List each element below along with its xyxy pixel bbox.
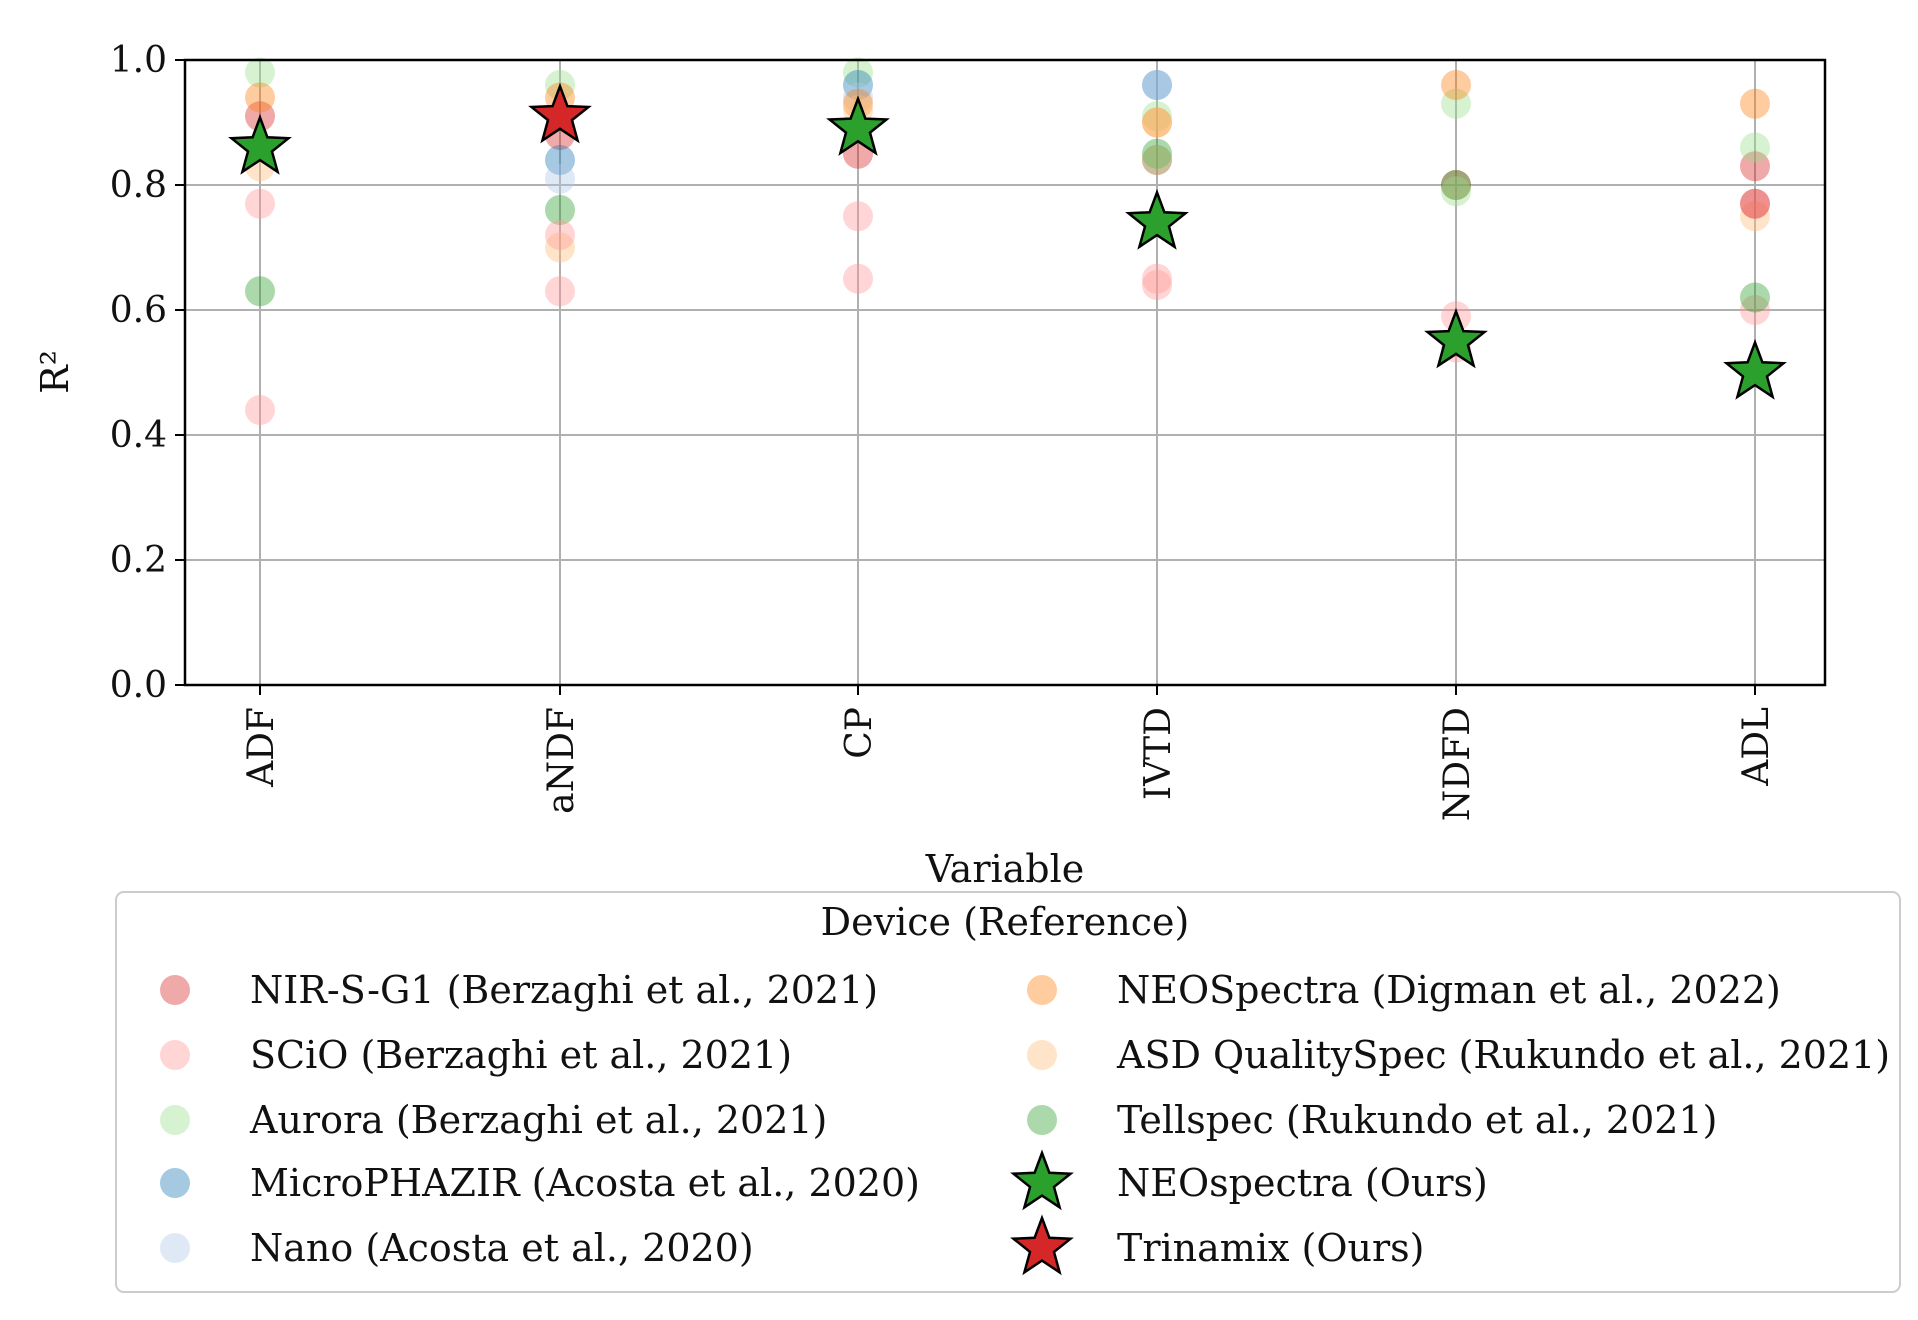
x-axis-label: Variable [925,847,1085,891]
legend-marker-circle [1027,1105,1057,1135]
legend-item: MicroPHAZIR (Acosta et al., 2020) [160,1161,920,1205]
point-series0-adl [1740,188,1770,219]
legend-marker-star [1010,1214,1074,1276]
x-tick-label-cp: CP [839,707,880,759]
legend-label: Tellspec (Rukundo et al., 2021) [1117,1098,1717,1142]
point-series1-adf [245,395,275,425]
legend-label: NEOspectra (Ours) [1117,1161,1488,1205]
legend-marker-circle [160,1168,190,1198]
point-series5-ivtd [1142,107,1172,138]
point-series3-ivtd [1142,70,1172,100]
legend-label: MicroPHAZIR (Acosta et al., 2020) [250,1161,920,1205]
legend-item: Tellspec (Rukundo et al., 2021) [1027,1098,1717,1142]
legend-label: ASD QualitySpec (Rukundo et al., 2021) [1116,1033,1890,1077]
point-series2-adf [245,57,275,88]
star-series8-ivtd [1125,188,1189,250]
point-series1-adl [1740,188,1770,219]
legend-label: Nano (Acosta et al., 2020) [250,1226,754,1270]
legend-item: Nano (Acosta et al., 2020) [160,1226,754,1270]
y-axis-label: R² [33,350,77,394]
legend-marker-circle [160,975,190,1005]
point-series0-ndfd [1441,170,1471,200]
star-series8-adf [228,113,292,175]
point-series1-adf [245,188,275,219]
legend-label: Trinamix (Ours) [1117,1226,1424,1270]
y-tick-label: 0.2 [110,540,167,581]
point-series7-ndfd [1441,170,1471,200]
star-series8-cp [826,95,890,156]
point-series7-andf [545,195,575,225]
x-tick-label-ndfd: NDFD [1437,707,1478,821]
legend-marker-circle [160,1233,190,1263]
x-tick-label-adf: ADF [241,707,282,788]
point-series3-cp [843,70,873,100]
point-series1-cp [843,263,873,294]
point-series2-ivtd [1142,145,1172,175]
legend-marker-circle [1027,1040,1057,1070]
legend-item: NEOSpectra (Digman et al., 2022) [1027,968,1781,1012]
legend-item: Trinamix (Ours) [1010,1214,1424,1276]
legend-item: NIR-S-G1 (Berzaghi et al., 2021) [160,968,878,1012]
point-series7-adl [1740,282,1770,313]
point-series5-adl [1740,88,1770,119]
legend-label: Aurora (Berzaghi et al., 2021) [249,1098,827,1142]
point-series2-cp [843,57,873,88]
star-series8-ndfd [1424,307,1488,369]
point-series3-andf [545,145,575,175]
point-series1-ivtd [1142,270,1172,300]
y-tick-label: 0.4 [110,415,167,456]
point-series2-adl [1740,132,1770,163]
y-axis-ticks: 0.0 0.2 0.4 0.6 0.8 1.0 [110,40,185,706]
x-axis-ticks: ADF aNDF CP IVTD NDFD ADL [241,685,1777,821]
legend-items: NIR-S-G1 (Berzaghi et al., 2021) SCiO (Be… [160,968,1890,1276]
point-series5-ndfd [1441,70,1471,100]
x-tick-label-adl: ADL [1736,707,1777,787]
star-series8-adl [1723,338,1787,400]
y-tick-label: 0.0 [110,665,167,706]
point-series7-ivtd [1142,138,1172,169]
point-series1-andf [545,276,575,307]
point-series1-adl [1740,295,1770,325]
point-series7-adf [245,276,275,307]
y-tick-label: 0.6 [110,290,167,331]
legend: Device (Reference) NIR-S-G1 (Berzaghi et… [115,891,1901,1293]
y-tick-label: 0.8 [110,165,167,206]
legend-marker-circle [160,1105,190,1135]
legend-frame [115,891,1901,1293]
point-series4-ivtd [1142,70,1172,100]
point-series1-cp [843,201,873,232]
y-tick-label: 1.0 [110,40,167,81]
point-series0-adl [1740,151,1770,182]
point-series6-andf [545,232,575,263]
x-tick-label-ivtd: IVTD [1138,707,1179,800]
point-series2-ndfd [1441,88,1471,119]
legend-marker-circle [1027,975,1057,1005]
plot-frame [183,58,1827,687]
legend-label: NIR-S-G1 (Berzaghi et al., 2021) [250,968,878,1012]
point-series5-adf [245,82,275,113]
point-series6-adl [1740,201,1770,232]
point-series4-andf [545,163,575,194]
legend-item: SCiO (Berzaghi et al., 2021) [160,1033,792,1077]
legend-title: Device (Reference) [821,900,1190,944]
star-series9-andf [528,82,592,144]
point-series2-ndfd [1441,176,1471,207]
grid-lines [185,59,1825,686]
legend-label: NEOSpectra (Digman et al., 2022) [1117,968,1781,1012]
point-series0-ivtd [1142,145,1172,175]
legend-item: ASD QualitySpec (Rukundo et al., 2021) [1027,1033,1890,1077]
legend-label: SCiO (Berzaghi et al., 2021) [250,1033,792,1077]
legend-marker-star [1010,1149,1074,1211]
legend-item: NEOspectra (Ours) [1010,1149,1488,1211]
point-series1-andf [545,220,575,250]
legend-marker-circle [160,1040,190,1070]
point-series2-ivtd [1142,101,1172,132]
x-tick-label-andf: aNDF [541,707,582,814]
point-series6-ivtd [1142,107,1172,138]
data-points [228,57,1787,425]
legend-item: Aurora (Berzaghi et al., 2021) [160,1098,827,1142]
point-series1-ivtd [1142,263,1172,294]
